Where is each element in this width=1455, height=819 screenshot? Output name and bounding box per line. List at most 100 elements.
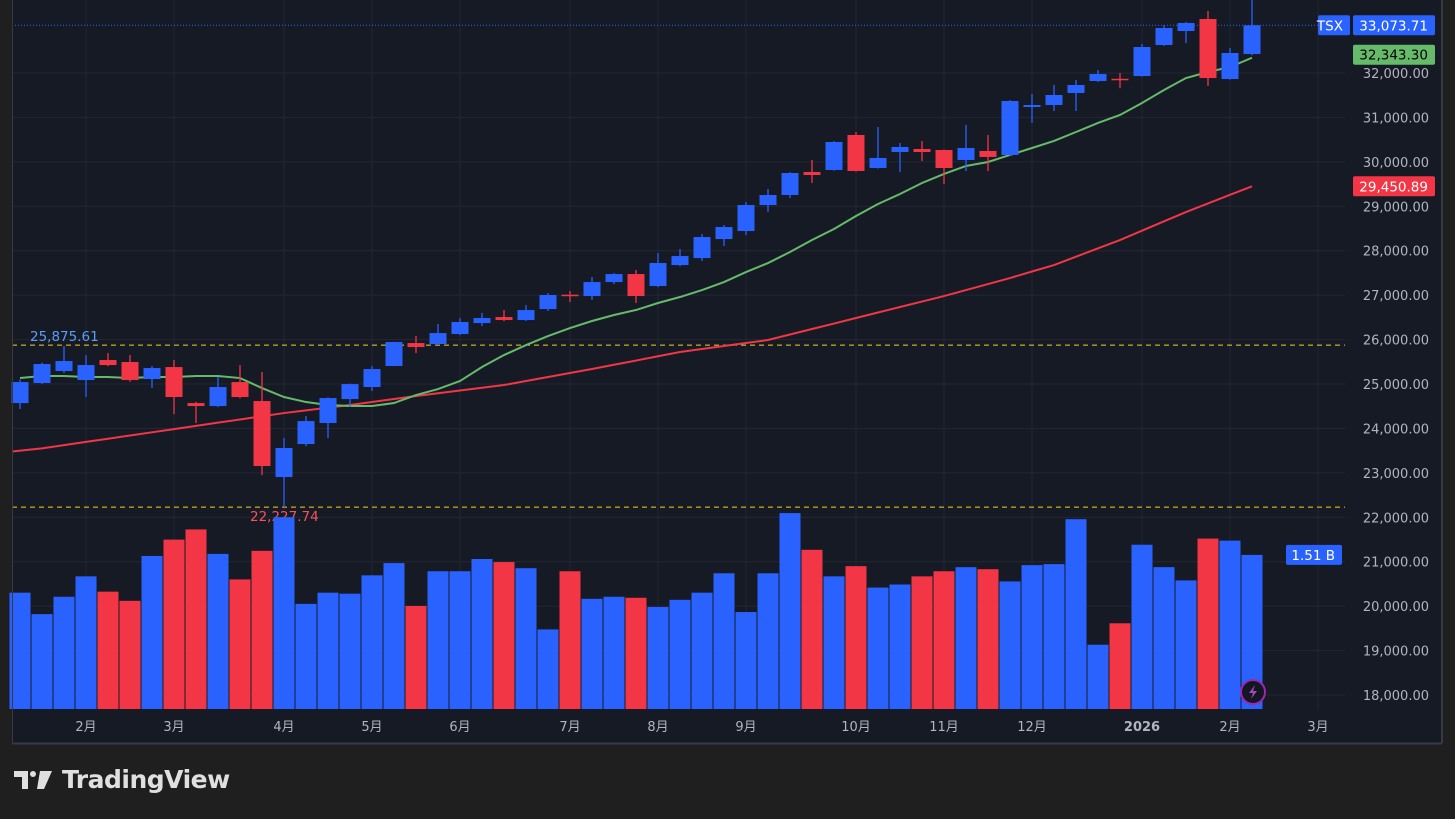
candle-body bbox=[781, 173, 799, 196]
candle bbox=[1243, 0, 1261, 56]
time-tick-label: 11月 bbox=[929, 720, 959, 735]
volume-badge-bg bbox=[1286, 544, 1342, 565]
ma-slow-badge: 29,450.89 bbox=[1353, 176, 1435, 197]
candle-body bbox=[473, 318, 491, 324]
volume-bar bbox=[603, 596, 625, 709]
candle-body bbox=[1045, 94, 1063, 105]
price-tick-label: 19,000.00 bbox=[1363, 645, 1429, 660]
ma-slow-badge-bg bbox=[1353, 176, 1435, 197]
candle bbox=[957, 124, 975, 172]
candle bbox=[1199, 11, 1217, 87]
volume-bar bbox=[449, 571, 471, 709]
price-tick-label: 32,000.00 bbox=[1363, 67, 1429, 82]
candle bbox=[99, 353, 117, 367]
volume-bar bbox=[427, 571, 449, 709]
candle bbox=[429, 324, 447, 345]
volume-bar bbox=[1131, 544, 1153, 709]
volume-bar bbox=[361, 575, 383, 709]
time-tick-label: 8月 bbox=[647, 720, 668, 735]
candle bbox=[55, 346, 73, 373]
moving-averages bbox=[11, 56, 1253, 453]
candle-body bbox=[825, 141, 843, 170]
volume-badge: 1.51 B bbox=[1286, 544, 1342, 565]
candle bbox=[847, 132, 865, 172]
candle-body bbox=[1089, 74, 1107, 81]
ma-fast-badge-text: 32,343.30 bbox=[1359, 48, 1428, 64]
candle-body bbox=[737, 205, 755, 232]
candle bbox=[1133, 43, 1151, 77]
price-axis[interactable] bbox=[1345, 0, 1442, 743]
price-tick-label: 22,000.00 bbox=[1363, 511, 1429, 526]
candle bbox=[187, 401, 205, 424]
lightning-icon[interactable] bbox=[1240, 679, 1266, 705]
candle-body bbox=[1001, 100, 1019, 155]
time-tick-label: 2月 bbox=[1219, 720, 1240, 735]
candle-body bbox=[1111, 78, 1129, 81]
candle bbox=[407, 336, 425, 354]
candle bbox=[1221, 47, 1239, 80]
candle bbox=[693, 234, 711, 262]
candle-body bbox=[165, 367, 183, 398]
candle-body bbox=[847, 134, 865, 171]
time-tick-label: 3月 bbox=[163, 720, 184, 735]
volume-bar bbox=[31, 614, 53, 709]
volume-bar bbox=[691, 592, 713, 709]
price-axis-labels: 18,000.00 19,000.00 20,000.00 21,000.00 22,0… bbox=[1363, 67, 1429, 704]
candle-body bbox=[979, 150, 997, 157]
price-tick-label: 29,000.00 bbox=[1363, 200, 1429, 215]
candle bbox=[297, 416, 315, 447]
volume-bar bbox=[75, 576, 97, 709]
candle bbox=[891, 142, 909, 172]
candle-body bbox=[297, 421, 315, 445]
moving-average-slow-line bbox=[11, 185, 1253, 453]
volume-bar bbox=[1197, 538, 1219, 709]
candle bbox=[517, 305, 535, 321]
candle-body bbox=[1067, 84, 1085, 93]
volume-bar bbox=[559, 571, 581, 709]
candle-body bbox=[803, 171, 821, 176]
candle bbox=[649, 253, 667, 288]
volume-bar bbox=[9, 592, 31, 709]
price-tick-label: 26,000.00 bbox=[1363, 334, 1429, 349]
candle-body bbox=[1199, 19, 1217, 79]
candle bbox=[495, 310, 513, 322]
candle-body bbox=[715, 227, 733, 240]
candle bbox=[209, 377, 227, 408]
candle-body bbox=[561, 294, 579, 297]
candle-body bbox=[451, 322, 469, 335]
candle-body bbox=[385, 342, 403, 367]
volume-bar bbox=[295, 603, 317, 709]
candle bbox=[1045, 84, 1063, 111]
candle bbox=[1089, 70, 1107, 83]
tradingview-logo[interactable]: TradingView bbox=[14, 765, 230, 794]
candle-body bbox=[869, 157, 887, 168]
last-price-badge: 33,073.71 bbox=[1353, 15, 1435, 36]
candle bbox=[627, 270, 645, 304]
volume-bar bbox=[273, 517, 295, 709]
price-tick-label: 30,000.00 bbox=[1363, 156, 1429, 171]
volume-bar bbox=[141, 555, 163, 709]
volume-bar bbox=[955, 567, 977, 709]
tradingview-logo-icon bbox=[14, 770, 52, 789]
candle-body bbox=[33, 364, 51, 384]
volume-bar bbox=[1109, 623, 1131, 709]
candle-body bbox=[539, 295, 557, 310]
candle bbox=[363, 366, 381, 392]
volume-bar bbox=[1021, 565, 1043, 709]
volume-bar bbox=[911, 576, 933, 709]
tradingview-logo-text: TradingView bbox=[62, 765, 230, 794]
last-price-badge-bg bbox=[1353, 15, 1435, 36]
symbol-badge: TSX bbox=[1316, 15, 1350, 36]
time-tick-label: 2月 bbox=[75, 720, 96, 735]
candle-body bbox=[209, 387, 227, 407]
volume-bar bbox=[669, 599, 691, 709]
candle bbox=[385, 341, 403, 367]
candle-body bbox=[11, 382, 29, 404]
candle-body bbox=[1023, 104, 1041, 107]
volume-bar bbox=[97, 591, 119, 709]
price-tick-label: 23,000.00 bbox=[1363, 467, 1429, 482]
price-tick-label: 21,000.00 bbox=[1363, 556, 1429, 571]
candle-body bbox=[935, 149, 953, 168]
price-tick-label: 18,000.00 bbox=[1363, 689, 1429, 704]
